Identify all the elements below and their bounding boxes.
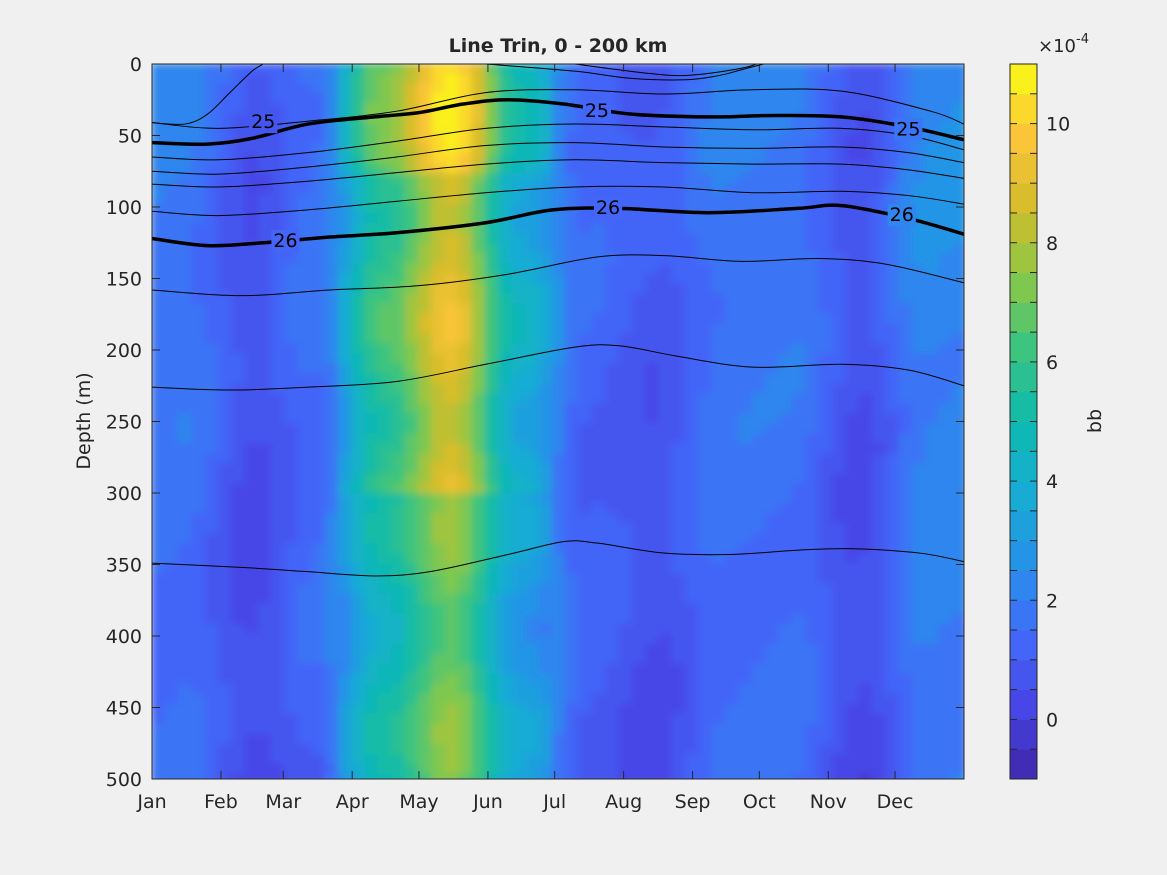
contour-line — [152, 159, 964, 188]
colorbar-level — [1010, 242, 1037, 274]
contour-label: 25 — [251, 111, 275, 133]
x-tick-label: Apr — [336, 791, 369, 813]
y-tick-label: 250 — [106, 412, 142, 434]
colorbar-level — [1010, 689, 1037, 720]
colorbar-level — [1010, 64, 1037, 95]
colorbar-level — [1010, 570, 1037, 601]
x-axis: Jan Feb Mar Apr May Jun Jul Aug Sep Oct Nov Dec — [136, 64, 913, 813]
colorbar-label: bb — [1084, 409, 1106, 433]
contour-label: 25 — [585, 100, 609, 122]
contour-line — [485, 64, 766, 81]
colorbar-level — [1010, 540, 1037, 571]
colorbar-level — [1010, 93, 1037, 125]
contour-label: 26 — [273, 230, 297, 252]
colorbar-tick-label: 10 — [1046, 114, 1070, 136]
y-tick-label: 350 — [106, 555, 142, 577]
y-tick-label: 200 — [106, 340, 142, 362]
colorbar-level — [1010, 153, 1037, 184]
y-tick-label: 450 — [106, 698, 142, 720]
colorbar-level — [1010, 719, 1037, 750]
x-tick-label: Jan — [136, 791, 166, 813]
colorbar-level — [1010, 451, 1037, 482]
contour-line — [152, 123, 964, 161]
colorbar-exponent: ×10-4 — [1038, 32, 1089, 57]
contour-label-background — [582, 99, 612, 122]
chart-title: Line Trin, 0 - 200 km — [449, 35, 668, 57]
x-tick-label: Feb — [204, 791, 238, 813]
contour-line — [152, 254, 964, 297]
colorbar: 0 2 4 6 8 10 — [1009, 63, 1070, 780]
heatmap-field — [152, 64, 964, 779]
contour-label-background — [249, 111, 278, 134]
colorbar-frame — [1009, 63, 1038, 780]
colorbar-level — [1010, 600, 1037, 631]
contour-line — [152, 185, 964, 217]
x-tick-label: Dec — [877, 791, 914, 813]
y-tick-label: 150 — [106, 269, 142, 291]
x-tick-label: Oct — [743, 791, 776, 813]
x-tick-label: Jun — [472, 791, 503, 813]
colorbar-level — [1010, 659, 1037, 691]
y-tick-label: 400 — [106, 626, 142, 648]
colorbar-level — [1010, 272, 1037, 303]
contour-line-26 — [152, 203, 964, 248]
colorbar-tick-label: 8 — [1046, 233, 1058, 255]
x-tick-label: May — [399, 791, 438, 813]
contour-line — [152, 540, 964, 577]
colorbar-level — [1010, 212, 1037, 244]
y-tick-label: 300 — [106, 483, 142, 505]
colorbar-level — [1010, 361, 1037, 393]
x-tick-label: Nov — [810, 791, 847, 813]
y-tick-label: 500 — [106, 769, 142, 791]
contour-line — [152, 88, 964, 129]
y-tick-label: 100 — [106, 197, 142, 219]
colorbar-level — [1010, 481, 1037, 512]
x-tick-label: Mar — [265, 791, 301, 813]
contour-line — [574, 64, 759, 77]
x-tick-label: Jul — [542, 791, 566, 813]
contour-label-background — [894, 118, 923, 141]
contour-line — [152, 142, 964, 175]
contour-line — [152, 344, 964, 391]
colorbar-level — [1010, 123, 1037, 154]
y-axis-label: Depth (m) — [73, 372, 95, 469]
y-axis: 0 50 100 150 200 250 300 350 400 450 500 — [106, 54, 964, 791]
colorbar-level — [1010, 391, 1037, 422]
colorbar-tick-label: 2 — [1046, 590, 1058, 612]
contour-line — [152, 64, 264, 125]
contour-label-background — [271, 229, 300, 252]
contour-label: 26 — [890, 204, 914, 226]
colorbar-level — [1010, 302, 1037, 333]
y-tick-label: 50 — [118, 126, 142, 148]
contour-labels: 25 25 25 26 26 26 — [249, 99, 923, 252]
colorbar-tick-label: 6 — [1046, 352, 1058, 374]
contour-label-background — [887, 204, 916, 227]
colorbar-tick-label: 0 — [1046, 709, 1058, 731]
colorbar-level — [1010, 630, 1037, 661]
colorbar-level — [1010, 510, 1037, 542]
x-tick-label: Sep — [675, 791, 711, 813]
contour-label: 26 — [596, 197, 620, 219]
colorbar-tick-label: 4 — [1046, 471, 1058, 493]
y-tick-label: 0 — [130, 54, 142, 76]
x-tick-label: Aug — [605, 791, 642, 813]
colorbar-level — [1010, 749, 1037, 780]
contour-label-background — [593, 197, 623, 219]
colorbar-level — [1010, 332, 1037, 363]
colorbar-level — [1010, 421, 1037, 452]
colorbar-level — [1010, 183, 1037, 214]
contour-label: 25 — [896, 118, 920, 140]
